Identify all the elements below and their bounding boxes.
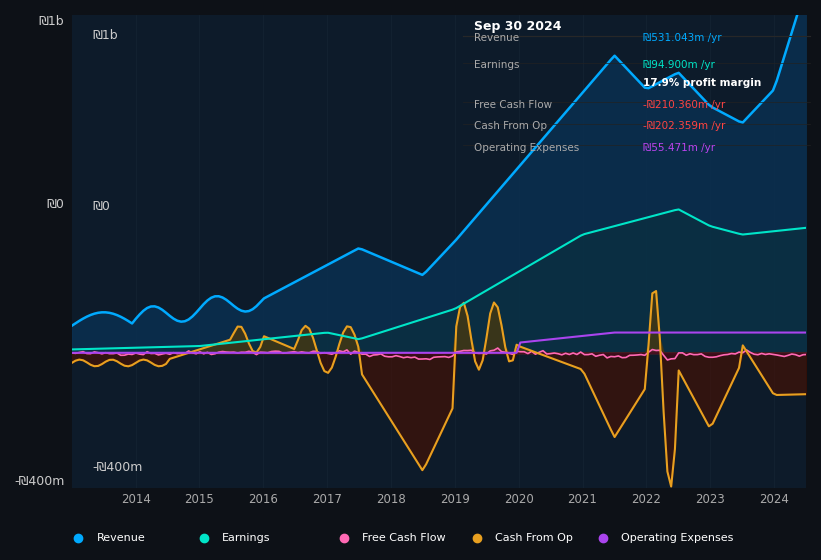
Earnings <box>757 229 767 236</box>
Text: Earnings: Earnings <box>474 60 519 70</box>
Line: Operating Expenses: Operating Expenses <box>71 333 821 353</box>
Operating Expenses <box>206 349 216 356</box>
Text: ₪55.471m /yr: ₪55.471m /yr <box>644 143 716 152</box>
Text: Cash From Op: Cash From Op <box>496 533 573 543</box>
Free Cash Flow <box>493 345 502 352</box>
Earnings <box>674 206 684 213</box>
Text: Operating Expenses: Operating Expenses <box>621 533 733 543</box>
Cash From Op <box>651 288 661 295</box>
Earnings <box>206 342 216 348</box>
Text: -₪400m: -₪400m <box>14 475 64 488</box>
Cash From Op <box>112 358 122 365</box>
Text: Free Cash Flow: Free Cash Flow <box>474 100 552 110</box>
Free Cash Flow <box>97 351 107 357</box>
Text: Earnings: Earnings <box>222 533 271 543</box>
Free Cash Flow <box>267 348 277 355</box>
Cash From Op <box>97 361 107 367</box>
Cash From Op <box>760 378 770 385</box>
Free Cash Flow <box>787 351 796 357</box>
Operating Expenses <box>67 349 76 356</box>
Earnings <box>817 223 821 230</box>
Text: Revenue: Revenue <box>474 33 519 43</box>
Cash From Op <box>787 391 796 398</box>
Earnings <box>112 345 122 352</box>
Text: ₪1b: ₪1b <box>39 15 64 28</box>
Free Cash Flow <box>112 349 122 356</box>
Text: Revenue: Revenue <box>97 533 145 543</box>
Free Cash Flow <box>760 351 770 358</box>
Revenue <box>67 323 76 329</box>
Text: Operating Expenses: Operating Expenses <box>474 143 579 152</box>
Text: -₪400m: -₪400m <box>92 461 143 474</box>
Text: ₪94.900m /yr: ₪94.900m /yr <box>644 60 715 70</box>
Earnings <box>267 335 277 342</box>
Revenue <box>206 295 216 301</box>
Cash From Op <box>817 390 821 397</box>
Operating Expenses <box>610 329 620 336</box>
Earnings <box>67 346 76 353</box>
Free Cash Flow <box>206 351 216 358</box>
Operating Expenses <box>112 349 122 356</box>
Revenue <box>97 309 107 316</box>
Earnings <box>783 226 793 233</box>
Free Cash Flow <box>817 353 821 360</box>
Revenue <box>753 103 763 110</box>
Free Cash Flow <box>67 349 76 356</box>
Text: ₪1b: ₪1b <box>92 29 118 42</box>
Text: ₪0: ₪0 <box>47 198 64 211</box>
Cash From Op <box>267 336 277 343</box>
Text: ₪531.043m /yr: ₪531.043m /yr <box>644 33 722 43</box>
Text: ₪0: ₪0 <box>92 200 110 213</box>
Operating Expenses <box>267 349 277 356</box>
Text: Sep 30 2024: Sep 30 2024 <box>474 20 562 33</box>
Cash From Op <box>206 342 216 349</box>
Text: -₪202.359m /yr: -₪202.359m /yr <box>644 121 726 131</box>
Text: Free Cash Flow: Free Cash Flow <box>363 533 446 543</box>
Operating Expenses <box>97 349 107 356</box>
Operating Expenses <box>757 329 767 336</box>
Free Cash Flow <box>663 357 672 363</box>
Line: Cash From Op: Cash From Op <box>71 291 821 487</box>
Operating Expenses <box>783 329 793 336</box>
Cash From Op <box>666 483 676 490</box>
Revenue <box>779 53 789 60</box>
Text: 17.9% profit margin: 17.9% profit margin <box>644 78 762 88</box>
Text: -₪210.360m /yr: -₪210.360m /yr <box>644 100 726 110</box>
Earnings <box>97 346 107 352</box>
Text: Cash From Op: Cash From Op <box>474 121 547 131</box>
Cash From Op <box>67 360 76 366</box>
Line: Revenue: Revenue <box>71 0 821 326</box>
Revenue <box>267 291 277 298</box>
Revenue <box>112 312 122 319</box>
Operating Expenses <box>817 329 821 336</box>
Line: Free Cash Flow: Free Cash Flow <box>71 348 821 360</box>
Line: Earnings: Earnings <box>71 209 821 349</box>
